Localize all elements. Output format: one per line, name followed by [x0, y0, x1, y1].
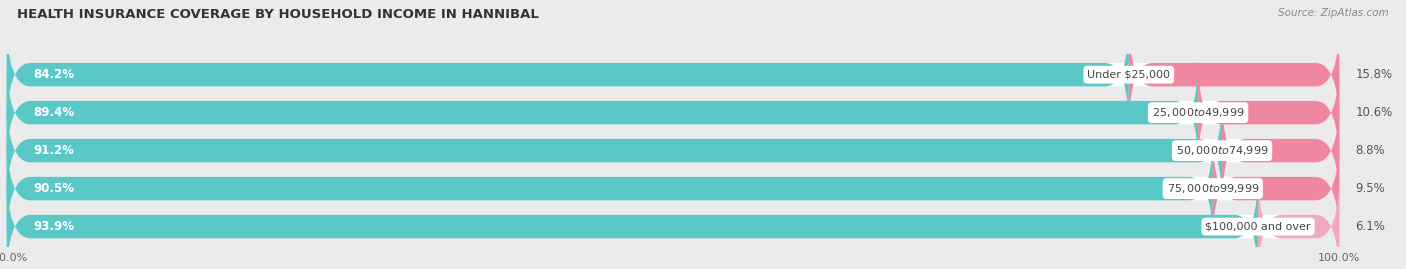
Text: Source: ZipAtlas.com: Source: ZipAtlas.com — [1278, 8, 1389, 18]
FancyBboxPatch shape — [7, 132, 1340, 245]
Text: $100,000 and over: $100,000 and over — [1205, 222, 1310, 232]
Text: 84.2%: 84.2% — [34, 68, 75, 81]
FancyBboxPatch shape — [1222, 94, 1340, 207]
FancyBboxPatch shape — [7, 18, 1129, 131]
FancyBboxPatch shape — [7, 56, 1340, 169]
Text: 93.9%: 93.9% — [34, 220, 75, 233]
FancyBboxPatch shape — [7, 170, 1258, 269]
Text: 91.2%: 91.2% — [34, 144, 75, 157]
FancyBboxPatch shape — [7, 56, 1198, 169]
Text: $25,000 to $49,999: $25,000 to $49,999 — [1152, 106, 1244, 119]
Text: HEALTH INSURANCE COVERAGE BY HOUSEHOLD INCOME IN HANNIBAL: HEALTH INSURANCE COVERAGE BY HOUSEHOLD I… — [17, 8, 538, 21]
Text: 89.4%: 89.4% — [34, 106, 75, 119]
FancyBboxPatch shape — [1198, 56, 1340, 169]
FancyBboxPatch shape — [1129, 18, 1340, 131]
FancyBboxPatch shape — [1258, 170, 1340, 269]
FancyBboxPatch shape — [7, 94, 1340, 207]
Text: Under $25,000: Under $25,000 — [1087, 70, 1170, 80]
Text: 6.1%: 6.1% — [1355, 220, 1385, 233]
Text: 15.8%: 15.8% — [1355, 68, 1392, 81]
Text: $50,000 to $74,999: $50,000 to $74,999 — [1175, 144, 1268, 157]
Text: 9.5%: 9.5% — [1355, 182, 1385, 195]
FancyBboxPatch shape — [7, 18, 1340, 131]
FancyBboxPatch shape — [7, 94, 1222, 207]
FancyBboxPatch shape — [7, 132, 1213, 245]
Text: $75,000 to $99,999: $75,000 to $99,999 — [1167, 182, 1258, 195]
Text: 8.8%: 8.8% — [1355, 144, 1385, 157]
Text: 10.6%: 10.6% — [1355, 106, 1392, 119]
FancyBboxPatch shape — [1213, 132, 1340, 245]
Text: 90.5%: 90.5% — [34, 182, 75, 195]
FancyBboxPatch shape — [7, 170, 1340, 269]
